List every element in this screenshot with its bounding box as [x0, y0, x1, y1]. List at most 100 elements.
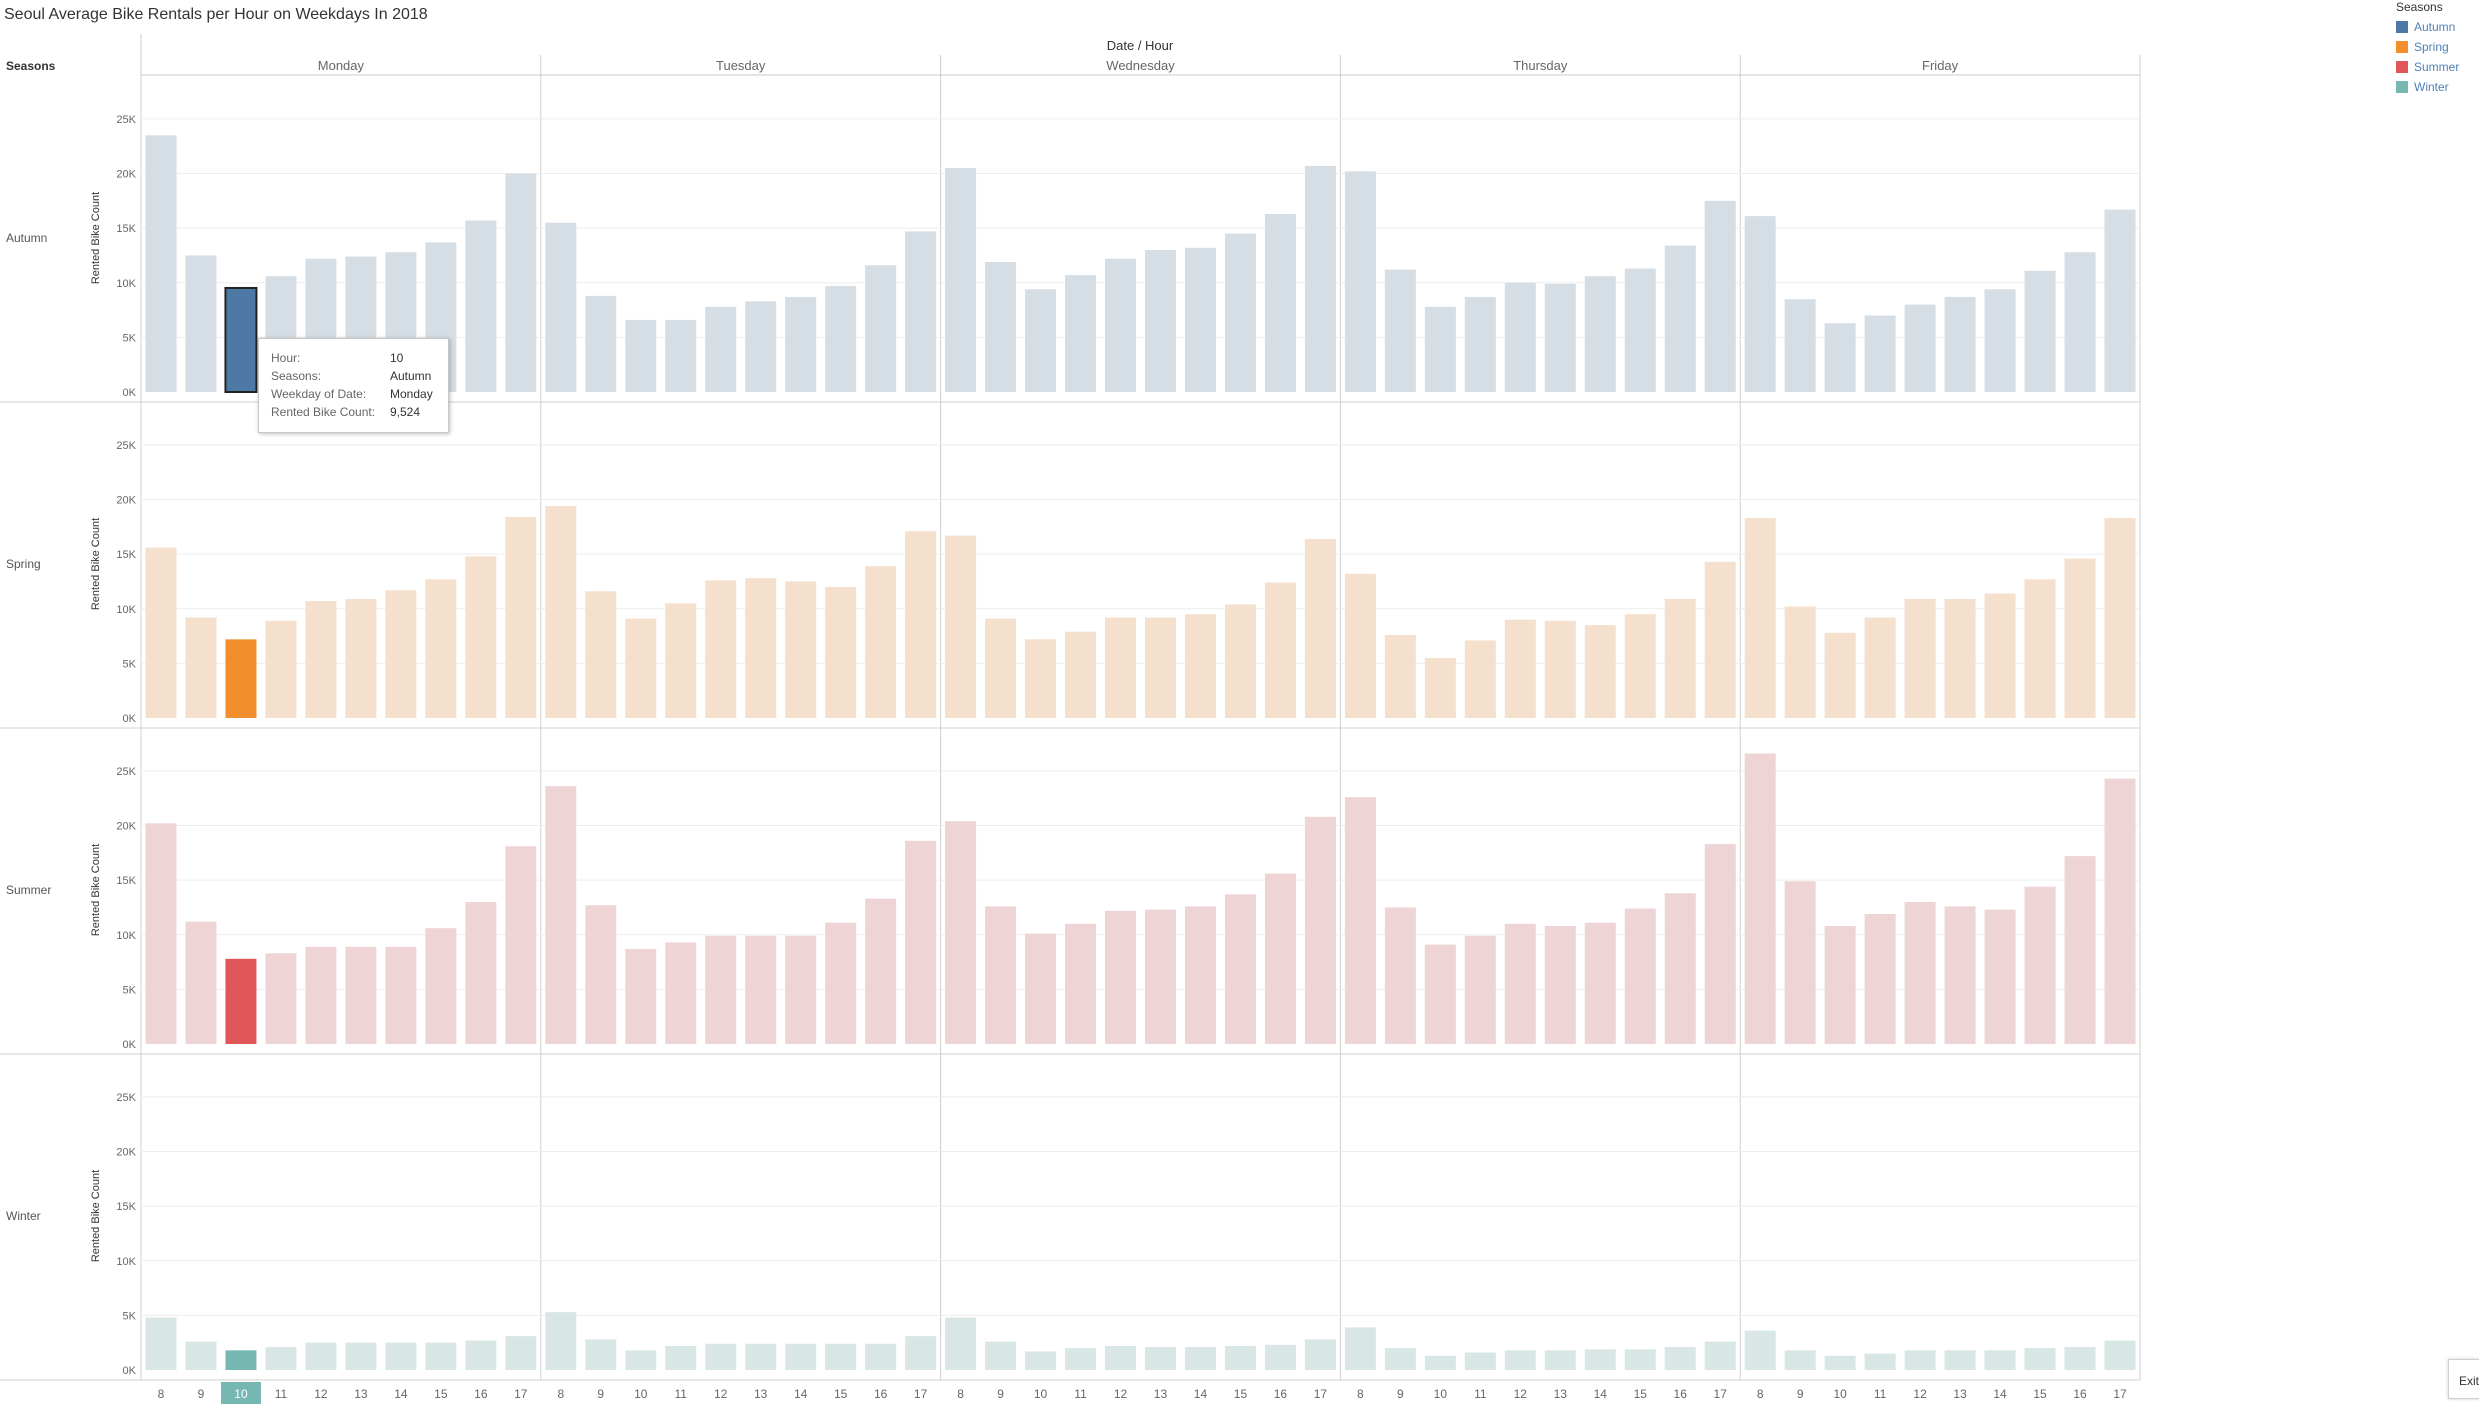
- bar-autumn-monday-10[interactable]: [224, 286, 258, 394]
- bar-winter-tuesday-13[interactable]: [745, 1343, 777, 1370]
- bar-winter-tuesday-11[interactable]: [665, 1345, 697, 1370]
- bar-winter-thursday-13[interactable]: [1544, 1350, 1576, 1370]
- bar-summer-tuesday-16[interactable]: [865, 898, 897, 1044]
- bar-summer-tuesday-13[interactable]: [745, 935, 777, 1044]
- bar-spring-monday-8[interactable]: [145, 547, 177, 718]
- bar-winter-monday-9[interactable]: [185, 1341, 217, 1370]
- bar-winter-tuesday-10[interactable]: [625, 1350, 657, 1370]
- bar-autumn-thursday-14[interactable]: [1584, 276, 1616, 392]
- legend-item-autumn[interactable]: Autumn: [2396, 17, 2459, 37]
- bar-summer-tuesday-12[interactable]: [705, 935, 737, 1044]
- bar-winter-thursday-8[interactable]: [1344, 1327, 1376, 1370]
- bar-spring-wednesday-14[interactable]: [1184, 614, 1216, 718]
- bar-spring-friday-16[interactable]: [2064, 558, 2096, 718]
- bar-spring-wednesday-16[interactable]: [1264, 582, 1296, 718]
- bar-autumn-thursday-13[interactable]: [1544, 283, 1576, 392]
- bar-winter-monday-15[interactable]: [425, 1342, 457, 1370]
- legend-item-summer[interactable]: Summer: [2396, 57, 2459, 77]
- bar-summer-wednesday-17[interactable]: [1304, 816, 1336, 1044]
- bar-autumn-wednesday-10[interactable]: [1025, 289, 1057, 392]
- bar-autumn-wednesday-14[interactable]: [1184, 247, 1216, 392]
- bar-summer-friday-10[interactable]: [1824, 926, 1856, 1044]
- bar-spring-thursday-16[interactable]: [1664, 598, 1696, 718]
- bar-autumn-tuesday-14[interactable]: [785, 296, 817, 392]
- bar-autumn-wednesday-11[interactable]: [1065, 275, 1097, 392]
- bar-autumn-wednesday-16[interactable]: [1264, 213, 1296, 392]
- bar-winter-friday-12[interactable]: [1904, 1350, 1936, 1370]
- bar-winter-friday-14[interactable]: [1984, 1350, 2016, 1370]
- bar-spring-tuesday-13[interactable]: [745, 578, 777, 718]
- bar-autumn-wednesday-8[interactable]: [945, 168, 977, 392]
- bar-summer-wednesday-14[interactable]: [1184, 906, 1216, 1044]
- bar-autumn-thursday-11[interactable]: [1464, 296, 1496, 392]
- bar-autumn-friday-14[interactable]: [1984, 289, 2016, 392]
- bar-summer-tuesday-15[interactable]: [825, 922, 857, 1044]
- bar-spring-wednesday-9[interactable]: [985, 618, 1017, 718]
- bar-winter-friday-8[interactable]: [1744, 1330, 1776, 1370]
- bar-summer-friday-13[interactable]: [1944, 906, 1976, 1044]
- bar-winter-tuesday-14[interactable]: [785, 1343, 817, 1370]
- bar-summer-thursday-13[interactable]: [1544, 926, 1576, 1044]
- bar-autumn-monday-8[interactable]: [145, 135, 177, 393]
- bar-spring-tuesday-10[interactable]: [625, 618, 657, 718]
- bar-summer-monday-15[interactable]: [425, 928, 457, 1044]
- bar-spring-friday-17[interactable]: [2104, 518, 2136, 718]
- bar-spring-friday-8[interactable]: [1744, 518, 1776, 718]
- bar-winter-thursday-17[interactable]: [1704, 1341, 1736, 1370]
- bar-spring-tuesday-8[interactable]: [545, 506, 577, 718]
- bar-spring-wednesday-12[interactable]: [1105, 617, 1137, 718]
- bar-autumn-monday-16[interactable]: [465, 220, 497, 392]
- bar-summer-monday-9[interactable]: [185, 921, 217, 1044]
- legend-item-winter[interactable]: Winter: [2396, 77, 2459, 97]
- legend-item-spring[interactable]: Spring: [2396, 37, 2459, 57]
- bar-summer-friday-17[interactable]: [2104, 778, 2136, 1044]
- bar-winter-friday-15[interactable]: [2024, 1348, 2056, 1370]
- bar-winter-wednesday-14[interactable]: [1184, 1347, 1216, 1370]
- bar-autumn-thursday-17[interactable]: [1704, 200, 1736, 392]
- bar-winter-wednesday-17[interactable]: [1304, 1339, 1336, 1370]
- bar-autumn-monday-17[interactable]: [505, 173, 537, 392]
- bar-spring-monday-16[interactable]: [465, 556, 497, 718]
- bar-winter-tuesday-8[interactable]: [545, 1312, 577, 1370]
- bar-summer-monday-8[interactable]: [145, 823, 177, 1044]
- bar-winter-thursday-16[interactable]: [1664, 1347, 1696, 1370]
- bar-summer-friday-9[interactable]: [1784, 881, 1816, 1044]
- bar-spring-thursday-11[interactable]: [1464, 640, 1496, 718]
- bar-winter-thursday-11[interactable]: [1464, 1352, 1496, 1370]
- bar-autumn-tuesday-15[interactable]: [825, 286, 857, 392]
- bar-summer-thursday-8[interactable]: [1344, 797, 1376, 1044]
- bar-winter-tuesday-16[interactable]: [865, 1343, 897, 1370]
- bar-spring-thursday-13[interactable]: [1544, 620, 1576, 718]
- bar-summer-monday-14[interactable]: [385, 946, 417, 1044]
- bar-summer-friday-8[interactable]: [1744, 753, 1776, 1044]
- bar-winter-monday-14[interactable]: [385, 1342, 417, 1370]
- bar-autumn-friday-11[interactable]: [1864, 315, 1896, 392]
- bar-autumn-friday-12[interactable]: [1904, 304, 1936, 392]
- bar-autumn-friday-16[interactable]: [2064, 252, 2096, 392]
- bar-summer-monday-12[interactable]: [305, 946, 337, 1044]
- bar-winter-tuesday-9[interactable]: [585, 1339, 617, 1370]
- bar-summer-wednesday-8[interactable]: [945, 821, 977, 1044]
- bar-winter-friday-16[interactable]: [2064, 1347, 2096, 1370]
- bar-winter-monday-8[interactable]: [145, 1317, 177, 1370]
- bar-autumn-thursday-10[interactable]: [1424, 306, 1456, 392]
- bar-summer-wednesday-16[interactable]: [1264, 873, 1296, 1044]
- bar-spring-wednesday-17[interactable]: [1304, 538, 1336, 718]
- bar-winter-wednesday-12[interactable]: [1105, 1345, 1137, 1370]
- bar-summer-wednesday-15[interactable]: [1224, 894, 1256, 1044]
- bar-autumn-monday-9[interactable]: [185, 255, 217, 392]
- bar-winter-tuesday-17[interactable]: [905, 1336, 937, 1370]
- bar-summer-friday-16[interactable]: [2064, 856, 2096, 1044]
- bar-spring-monday-14[interactable]: [385, 590, 417, 718]
- bar-autumn-thursday-12[interactable]: [1504, 282, 1536, 392]
- bar-spring-tuesday-11[interactable]: [665, 603, 697, 718]
- bar-autumn-thursday-16[interactable]: [1664, 245, 1696, 392]
- bar-spring-thursday-12[interactable]: [1504, 619, 1536, 718]
- bar-autumn-wednesday-15[interactable]: [1224, 233, 1256, 392]
- bar-summer-tuesday-14[interactable]: [785, 935, 817, 1044]
- bar-summer-tuesday-10[interactable]: [625, 948, 657, 1044]
- exit-button[interactable]: Exit: [2448, 1359, 2479, 1399]
- bar-spring-friday-14[interactable]: [1984, 593, 2016, 718]
- bar-summer-friday-14[interactable]: [1984, 909, 2016, 1044]
- bar-spring-friday-11[interactable]: [1864, 617, 1896, 718]
